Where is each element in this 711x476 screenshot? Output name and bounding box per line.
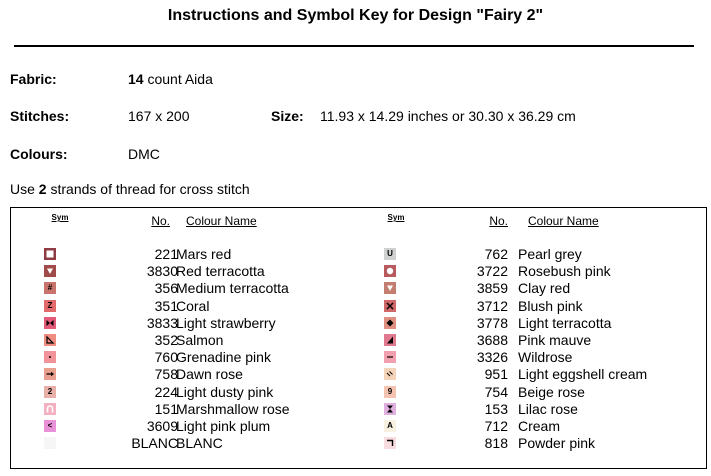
fabric-type: count Aida	[143, 71, 213, 87]
colour-name: Grenadine pink	[176, 349, 271, 366]
fabric-count: 14	[128, 71, 144, 87]
color-swatch-symbol	[384, 333, 396, 346]
colour-name: Pink mauve	[518, 331, 592, 348]
dmc-number: 3833	[146, 314, 178, 331]
header-name-right: Colour Name	[528, 214, 599, 228]
dmc-number: 951	[484, 366, 508, 383]
colour-name: Lilac rose	[518, 400, 578, 417]
dmc-number: 153	[484, 400, 508, 417]
dmc-number: 3778	[476, 314, 508, 331]
color-swatch-symbol: U	[384, 248, 396, 260]
dmc-number: 3722	[476, 263, 508, 280]
colour-name: Light strawberry	[176, 314, 276, 331]
document-title: Instructions and Symbol Key for Design "…	[167, 7, 544, 24]
dmc-number: BLANC	[131, 435, 178, 452]
color-swatch-symbol	[384, 299, 396, 312]
colour-name: Powder pink	[518, 435, 596, 452]
color-swatch-symbol: 2	[44, 385, 56, 398]
color-swatch-symbol: 9	[384, 385, 396, 398]
header-sym-left: Sym	[51, 213, 69, 222]
dmc-number: 356	[154, 280, 178, 297]
colour-name: Medium terracotta	[176, 280, 289, 297]
colour-name: Mars red	[176, 246, 232, 262]
color-swatch-symbol	[384, 316, 396, 329]
dmc-number: 352	[154, 331, 178, 348]
colour-name: Clay red	[518, 280, 571, 297]
header-no-left: No.	[151, 214, 170, 228]
color-swatch-symbol	[44, 248, 56, 260]
size-value: 11.93 x 14.29 inches or 30.30 x 36.29 cm	[320, 108, 576, 124]
color-swatch-symbol	[384, 402, 396, 415]
color-swatch-symbol	[384, 437, 396, 450]
colour-name: Salmon	[176, 331, 224, 348]
dmc-number: 3609	[146, 417, 178, 434]
color-swatch-symbol	[384, 265, 396, 278]
strands-instruction: Use 2 strands of thread for cross stitch	[10, 181, 250, 197]
dmc-number: 3712	[476, 297, 508, 314]
colours-label: Colours:	[10, 146, 68, 162]
dmc-number: 754	[484, 383, 508, 400]
colour-name: Dawn rose	[176, 366, 243, 383]
dmc-number: 762	[484, 246, 508, 262]
colour-name: Coral	[176, 297, 210, 314]
color-swatch-symbol	[44, 402, 56, 415]
color-swatch-symbol	[44, 333, 56, 346]
colour-name: Marshmallow rose	[176, 400, 290, 417]
dmc-number: 3326	[476, 349, 508, 366]
dmc-number: 760	[154, 349, 178, 366]
dmc-number: 818	[484, 435, 508, 452]
color-swatch-symbol	[44, 316, 56, 329]
colour-name: Light terracotta	[518, 314, 612, 331]
stitches-label: Stitches:	[10, 108, 70, 124]
title-divider	[14, 45, 694, 47]
stitches-value: 167 x 200	[128, 108, 190, 124]
dmc-number: 221	[154, 246, 178, 262]
fabric-value: 14 count Aida	[128, 71, 213, 87]
color-swatch-symbol	[44, 437, 56, 450]
colour-name: Cream	[518, 417, 561, 434]
dmc-number: 3859	[476, 280, 508, 297]
dmc-number: 151	[154, 400, 178, 417]
symbol-key-table	[10, 207, 707, 469]
dmc-number: 3830	[146, 263, 178, 280]
colour-name: Light pink plum	[176, 417, 271, 434]
color-swatch-symbol	[44, 368, 56, 381]
colour-name: Rosebush pink	[518, 263, 611, 280]
dmc-number: 351	[154, 297, 178, 314]
color-swatch-symbol	[44, 265, 56, 278]
header-sym-right: Sym	[387, 213, 405, 222]
colour-name: BLANC	[176, 435, 223, 452]
color-swatch-symbol	[384, 282, 396, 295]
color-swatch-symbol	[384, 351, 396, 364]
color-swatch-symbol: Z	[44, 299, 56, 312]
dmc-number: 224	[154, 383, 178, 400]
colour-name: Red terracotta	[176, 263, 265, 280]
color-swatch-symbol: <	[44, 419, 56, 432]
size-label: Size:	[271, 108, 304, 124]
color-swatch-symbol: #	[44, 282, 56, 295]
strands-count: 2	[38, 181, 47, 197]
strands-pre: Use	[10, 181, 39, 197]
header-name-left: Colour Name	[186, 214, 257, 228]
colour-name: Beige rose	[518, 383, 585, 400]
colour-name: Blush pink	[518, 297, 583, 314]
color-swatch-symbol: A	[384, 419, 396, 432]
header-no-right: No.	[489, 214, 508, 228]
colour-name: Light eggshell cream	[518, 366, 648, 383]
color-swatch-symbol	[384, 368, 396, 381]
strands-post: strands of thread for cross stitch	[46, 181, 250, 197]
color-swatch-symbol	[44, 351, 56, 364]
fabric-label: Fabric:	[10, 71, 57, 87]
dmc-number: 3688	[476, 331, 508, 348]
colour-name: Pearl grey	[518, 246, 582, 262]
dmc-number: 758	[154, 366, 178, 383]
colours-value: DMC	[128, 146, 160, 162]
colour-name: Light dusty pink	[176, 383, 274, 400]
dmc-number: 712	[484, 417, 508, 434]
colour-name: Wildrose	[518, 349, 573, 366]
